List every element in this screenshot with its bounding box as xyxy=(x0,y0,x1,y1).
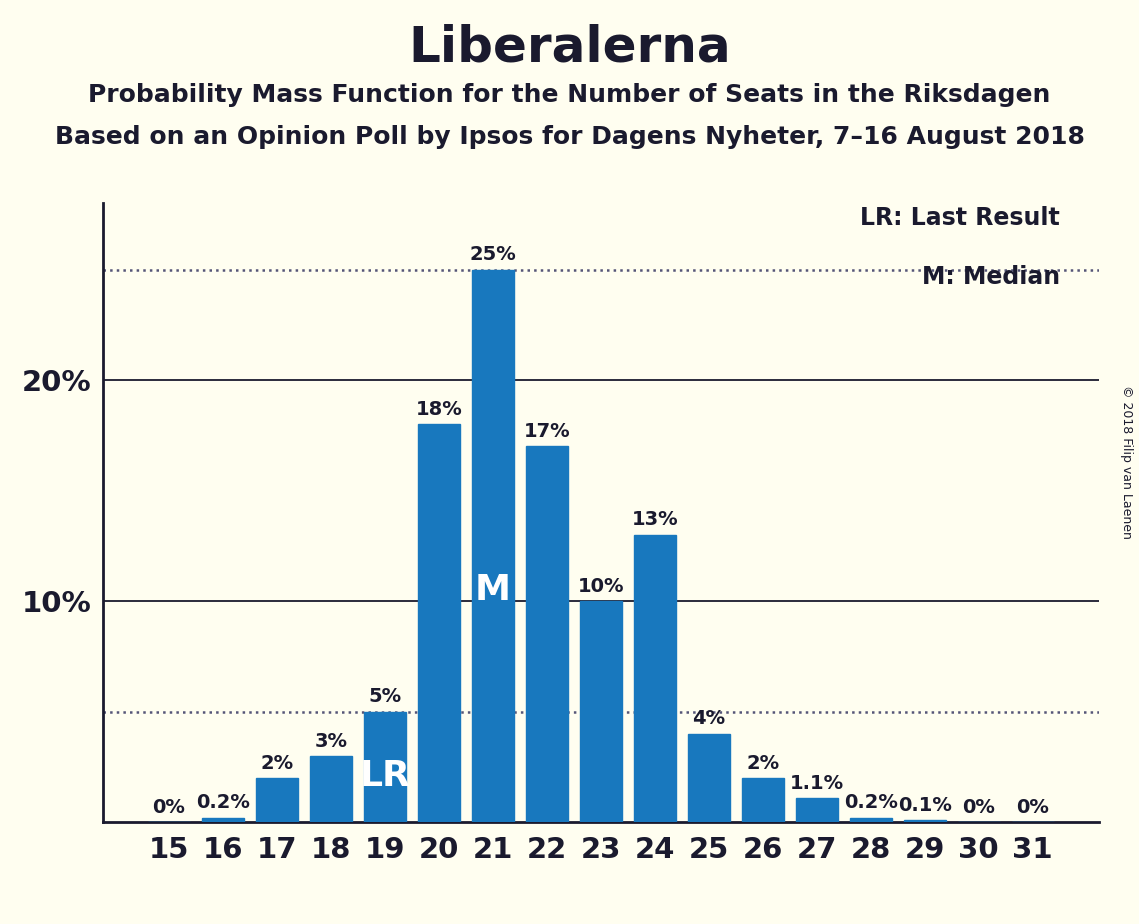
Text: Liberalerna: Liberalerna xyxy=(408,23,731,71)
Text: 2%: 2% xyxy=(746,754,779,772)
Text: Based on an Opinion Poll by Ipsos for Dagens Nyheter, 7–16 August 2018: Based on an Opinion Poll by Ipsos for Da… xyxy=(55,125,1084,149)
Text: 25%: 25% xyxy=(469,245,516,264)
Text: LR: LR xyxy=(360,759,410,793)
Bar xyxy=(633,535,675,822)
Bar xyxy=(363,711,405,822)
Text: 0.2%: 0.2% xyxy=(196,794,249,812)
Bar xyxy=(903,821,945,822)
Text: 17%: 17% xyxy=(524,422,571,441)
Text: 1.1%: 1.1% xyxy=(789,773,844,793)
Bar xyxy=(202,818,244,822)
Text: 0.2%: 0.2% xyxy=(844,794,898,812)
Bar xyxy=(796,798,838,822)
Text: 4%: 4% xyxy=(693,710,726,728)
Text: 18%: 18% xyxy=(416,400,462,419)
Text: 0.1%: 0.1% xyxy=(898,796,952,815)
Text: 13%: 13% xyxy=(631,510,678,529)
Bar xyxy=(580,602,622,822)
Bar xyxy=(418,424,460,822)
Bar xyxy=(472,270,514,822)
Text: M: M xyxy=(475,573,510,607)
Text: 0%: 0% xyxy=(153,797,186,817)
Text: 0%: 0% xyxy=(1016,797,1049,817)
Text: 10%: 10% xyxy=(577,577,624,596)
Text: M: Median: M: Median xyxy=(921,265,1059,289)
Bar xyxy=(688,734,730,822)
Text: 2%: 2% xyxy=(261,754,294,772)
Text: LR: Last Result: LR: Last Result xyxy=(860,206,1059,230)
Text: © 2018 Filip van Laenen: © 2018 Filip van Laenen xyxy=(1121,385,1133,539)
Bar xyxy=(741,778,784,822)
Text: 3%: 3% xyxy=(314,732,347,750)
Bar xyxy=(526,446,568,822)
Bar xyxy=(850,818,892,822)
Bar xyxy=(310,756,352,822)
Text: 0%: 0% xyxy=(962,797,995,817)
Text: 5%: 5% xyxy=(368,687,401,706)
Bar xyxy=(256,778,298,822)
Text: Probability Mass Function for the Number of Seats in the Riksdagen: Probability Mass Function for the Number… xyxy=(89,83,1050,107)
